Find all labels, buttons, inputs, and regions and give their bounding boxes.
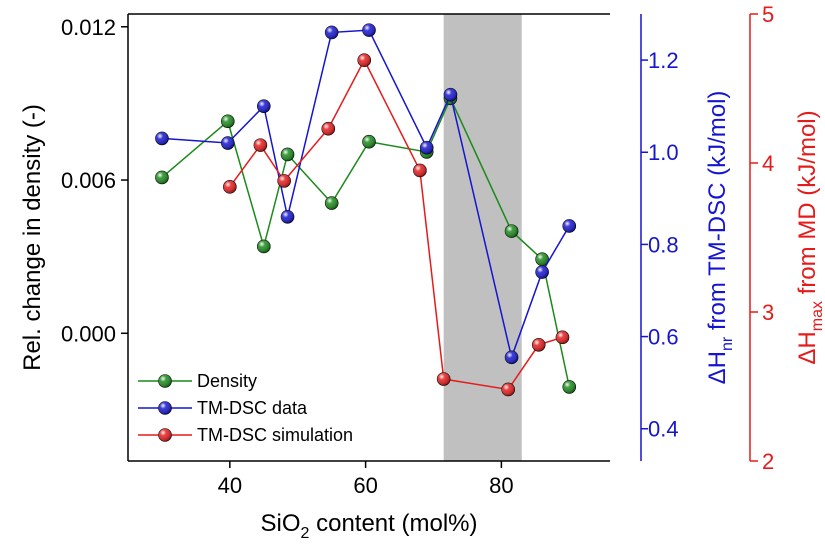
y-right2-tick-label: 4 <box>762 151 774 176</box>
y-right2-axis-title-main: ΔH <box>794 331 821 364</box>
y-right2-tick-label: 2 <box>762 449 774 474</box>
series-2-point-shine <box>223 180 237 194</box>
x-tick-label: 40 <box>218 473 242 498</box>
series-0-point-shine <box>325 196 339 210</box>
plot-frame-layer <box>127 13 610 462</box>
legend-item-2: TM-DSC simulation <box>138 425 353 445</box>
y-right1-axis-title-main: ΔH <box>704 351 731 384</box>
axes-layer: 40 60 80 0.000 0.006 0.012 0.4 0.6 0.8 1.0 1.2 2 3 4 5… <box>19 2 825 542</box>
y-left-tick-label: 0.006 <box>61 168 116 193</box>
legend-item-0: Density <box>138 371 257 391</box>
y-right1-tick-label: 1.0 <box>648 140 679 165</box>
y-right1-tick-label: 0.8 <box>648 232 679 257</box>
series-0-point-shine <box>221 114 235 128</box>
series-2-point-shine <box>277 174 291 188</box>
series-1-point-shine <box>505 350 519 364</box>
y-right1-axis-title: ΔHnr from TM-DSC (kJ/mol) <box>704 91 736 385</box>
y-left-tick-label: 0.012 <box>61 15 116 40</box>
series-2-point-shine <box>357 53 371 67</box>
y-right1-tick-label: 0.6 <box>648 325 679 350</box>
series-layer <box>155 23 577 397</box>
y-right1-axis-title-sub: nr <box>719 336 736 351</box>
series-1-point-shine <box>562 219 576 233</box>
y-right1-axis-title-rest: from TM-DSC (kJ/mol) <box>704 91 731 337</box>
x-axis-title: SiO2 content (mol%) <box>261 510 478 542</box>
x-axis-title-main: SiO <box>261 510 301 537</box>
series-2-point-shine <box>437 372 451 386</box>
x-tick-label: 60 <box>353 473 377 498</box>
series-0-point-shine <box>505 224 519 238</box>
series-0-point-shine <box>362 135 376 149</box>
series-1-point-shine <box>221 136 235 150</box>
series-0-point-shine <box>257 239 271 253</box>
series-2-point-shine <box>253 138 267 152</box>
series-1-point-shine <box>535 265 549 279</box>
series-1-point-shine <box>281 210 295 224</box>
legend-item-1: TM-DSC data <box>138 398 308 418</box>
y-left-axis-title: Rel. change in density (-) <box>19 104 46 371</box>
series-1-point-shine <box>362 23 376 37</box>
series-2-point-shine <box>532 338 546 352</box>
legend-swatch-shine <box>158 401 172 415</box>
legend-label: TM-DSC simulation <box>197 425 353 445</box>
y-right2-axis-title-sub: max <box>809 301 825 331</box>
legend: Density TM-DSC data TM-DSC simulation <box>138 371 353 445</box>
y-right2-axis-title-rest: from MD (kJ/mol) <box>794 110 821 301</box>
y-right2-axis-title: ΔHmax from MD (kJ/mol) <box>794 110 825 364</box>
series-0-point-shine <box>155 170 169 184</box>
series-2-point-shine <box>501 382 515 396</box>
series-0-point-shine <box>281 147 295 161</box>
series-1-point-shine <box>443 88 457 102</box>
legend-label: Density <box>197 371 257 391</box>
x-axis-title-rest: content (mol%) <box>309 510 477 537</box>
y-left-tick-label: 0.000 <box>61 321 116 346</box>
series-0-point-shine <box>562 380 576 394</box>
x-tick-label: 80 <box>489 473 513 498</box>
series-1-point-shine <box>155 131 169 145</box>
series-1-point-shine <box>325 25 339 39</box>
series-line-2 <box>229 58 563 391</box>
legend-swatch-shine <box>158 374 172 388</box>
y-right2-tick-label: 5 <box>762 2 774 27</box>
series-2-point-shine <box>555 330 569 344</box>
y-right1-tick-label: 1.2 <box>648 48 679 73</box>
legend-swatch-shine <box>158 428 172 442</box>
y-right1-tick-label: 0.4 <box>648 417 679 442</box>
series-0-point-shine <box>535 252 549 266</box>
series-1-point-shine <box>420 141 434 155</box>
y-right2-tick-label: 3 <box>762 300 774 325</box>
series-1-point-shine <box>257 99 271 113</box>
legend-label: TM-DSC data <box>197 398 308 418</box>
series-2-point-shine <box>413 163 427 177</box>
series-2-point-shine <box>321 122 335 136</box>
x-axis-title-sub: 2 <box>301 525 310 542</box>
